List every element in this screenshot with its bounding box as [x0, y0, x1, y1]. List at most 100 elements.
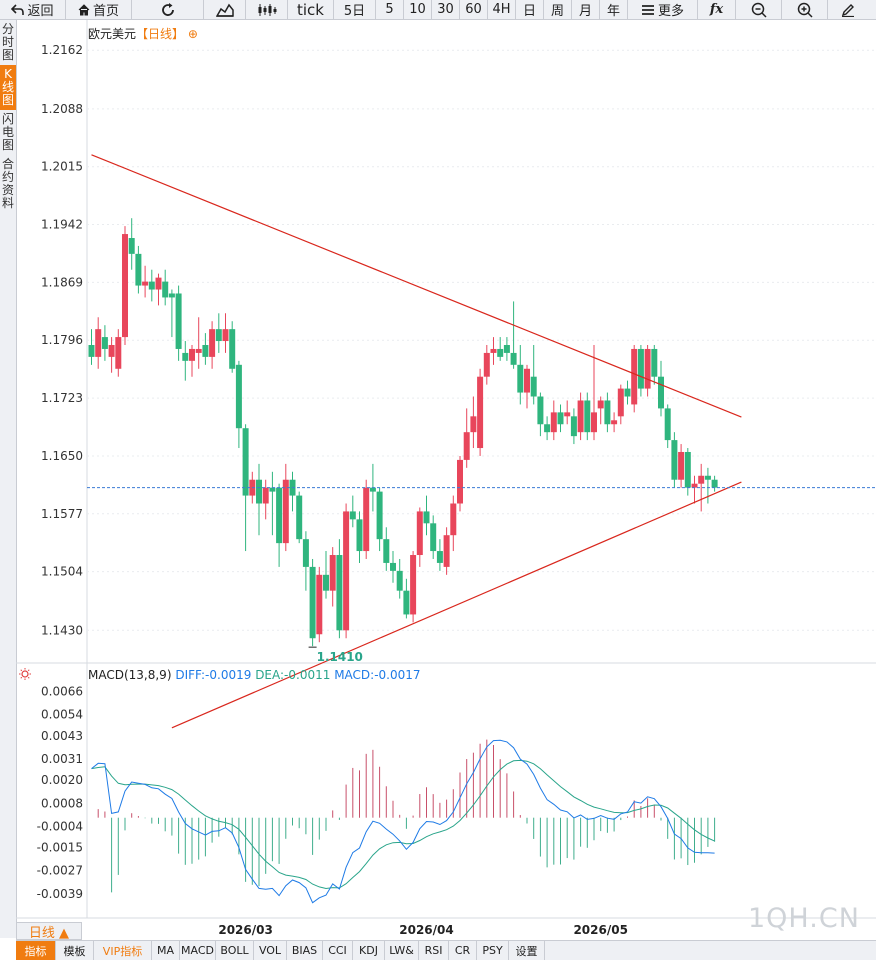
- candle-body: [115, 337, 122, 369]
- formula-button[interactable]: fx: [698, 0, 736, 19]
- tab-cr[interactable]: CR: [449, 941, 477, 960]
- mountain-chart-icon: [215, 3, 234, 17]
- candle-body: [175, 293, 182, 349]
- price-tick-label: 1.1869: [41, 275, 83, 289]
- candle-body: [369, 487, 376, 492]
- macd-tick-label: 0.0020: [41, 773, 83, 787]
- refresh-button[interactable]: [132, 0, 204, 19]
- candle-chart-button[interactable]: [246, 0, 288, 19]
- period-4h[interactable]: 4H: [488, 0, 516, 19]
- candle-body: [463, 432, 470, 460]
- candle-body: [443, 535, 450, 567]
- price-tick-label: 1.2162: [41, 43, 83, 57]
- home-label: 首页: [92, 4, 119, 19]
- tab-contract-info[interactable]: 合约资料: [1, 157, 14, 210]
- price-tick-label: 1.2015: [41, 160, 83, 174]
- candle-body: [242, 428, 249, 496]
- period-5min[interactable]: 5: [376, 0, 404, 19]
- candle-body: [637, 348, 644, 389]
- trend-line: [91, 154, 742, 418]
- price-tick-label: 1.1577: [41, 507, 83, 521]
- candle-body: [704, 475, 711, 480]
- zoom-out-button[interactable]: [736, 0, 782, 19]
- zoom-out-icon: [751, 2, 767, 18]
- tab-template[interactable]: 模板: [56, 941, 94, 960]
- watermark: 1QH.CN: [748, 903, 860, 934]
- candle-body: [524, 368, 530, 393]
- tab-indicator[interactable]: 指标: [16, 941, 56, 960]
- candle-body: [617, 388, 624, 417]
- candle-body: [631, 348, 638, 405]
- back-button[interactable]: 返回: [0, 0, 66, 19]
- candle-body: [282, 479, 289, 544]
- candle-body: [88, 345, 95, 357]
- home-button[interactable]: 首页: [66, 0, 132, 19]
- tab-cci[interactable]: CCI: [323, 941, 353, 960]
- period-week[interactable]: 周: [544, 0, 572, 19]
- candle-body: [209, 329, 216, 357]
- candle-body: [497, 348, 504, 357]
- macd-legend: MACD(13,8,9) DIFF:-0.0019 DEA:-0.0011 MA…: [88, 668, 421, 682]
- candle-body: [182, 352, 189, 361]
- chart-canvas[interactable]: 1.2162 1.2088 1.2015 1.1942 1.1869 1.1796 1.17…: [0, 20, 876, 940]
- zoom-in-icon: [797, 2, 813, 18]
- more-button[interactable]: 更多: [628, 0, 698, 19]
- tab-kdj[interactable]: KDJ: [353, 941, 385, 960]
- trend-chart-button[interactable]: [204, 0, 246, 19]
- tab-boll[interactable]: BOLL: [216, 941, 254, 960]
- candle-body: [302, 539, 309, 567]
- draw-button[interactable]: [828, 0, 868, 19]
- candle-body: [644, 348, 651, 389]
- tab-lw[interactable]: LW&: [385, 941, 419, 960]
- candle-body: [678, 451, 685, 480]
- period-10min[interactable]: 10: [404, 0, 432, 19]
- macd-tick-label: 0.0031: [41, 752, 83, 766]
- tab-bias[interactable]: BIAS: [287, 941, 323, 960]
- tab-flash[interactable]: 闪电图: [1, 112, 14, 152]
- trend-line: [171, 481, 742, 729]
- candle-body: [537, 396, 544, 425]
- period-selector[interactable]: 日线 ▲: [16, 922, 82, 941]
- candle-body: [235, 364, 242, 429]
- candle-body: [155, 277, 162, 290]
- period-5day[interactable]: 5日: [334, 0, 376, 19]
- candle-body: [296, 495, 303, 540]
- period-month[interactable]: 月: [572, 0, 600, 19]
- candle-body: [168, 293, 175, 298]
- candle-body: [128, 238, 135, 254]
- tick-button[interactable]: tick: [288, 0, 334, 19]
- period-60min[interactable]: 60: [460, 0, 488, 19]
- tab-rsi[interactable]: RSI: [419, 941, 449, 960]
- candle-body: [262, 487, 269, 504]
- candle-body: [436, 551, 443, 563]
- candle-body: [691, 483, 698, 488]
- tab-psy[interactable]: PSY: [477, 941, 509, 960]
- tab-timeshare[interactable]: 分时图: [1, 22, 14, 62]
- macd-tick-label: 0.0054: [41, 708, 83, 722]
- period-year[interactable]: 年: [600, 0, 628, 19]
- macd-dea: DEA:-0.0011: [255, 668, 331, 682]
- tab-settings[interactable]: 设置: [509, 941, 545, 960]
- candle-body: [95, 329, 102, 357]
- tab-macd[interactable]: MACD: [180, 941, 216, 960]
- tab-ma[interactable]: MA: [152, 941, 180, 960]
- back-arrow-icon: [11, 3, 25, 15]
- diff-line: [91, 739, 715, 904]
- period-day[interactable]: 日: [516, 0, 544, 19]
- price-tick-label: 1.1650: [41, 449, 83, 463]
- candle-body: [483, 352, 490, 377]
- tab-vol[interactable]: VOL: [254, 941, 287, 960]
- tab-kline[interactable]: K线图: [0, 65, 16, 110]
- zoom-in-button[interactable]: [782, 0, 828, 19]
- candle-body: [550, 412, 557, 433]
- candle-body: [664, 408, 671, 441]
- candle-body: [403, 590, 410, 615]
- pencil-icon: [841, 3, 854, 17]
- add-circle-icon[interactable]: ⊕: [184, 27, 198, 41]
- macd-tick-label: -0.0039: [37, 887, 83, 901]
- tab-vip-indicator[interactable]: VIP指标: [94, 941, 152, 960]
- candle-body: [135, 253, 142, 286]
- candle-body: [624, 388, 631, 397]
- period-30min[interactable]: 30: [432, 0, 460, 19]
- more-label: 更多: [657, 4, 684, 19]
